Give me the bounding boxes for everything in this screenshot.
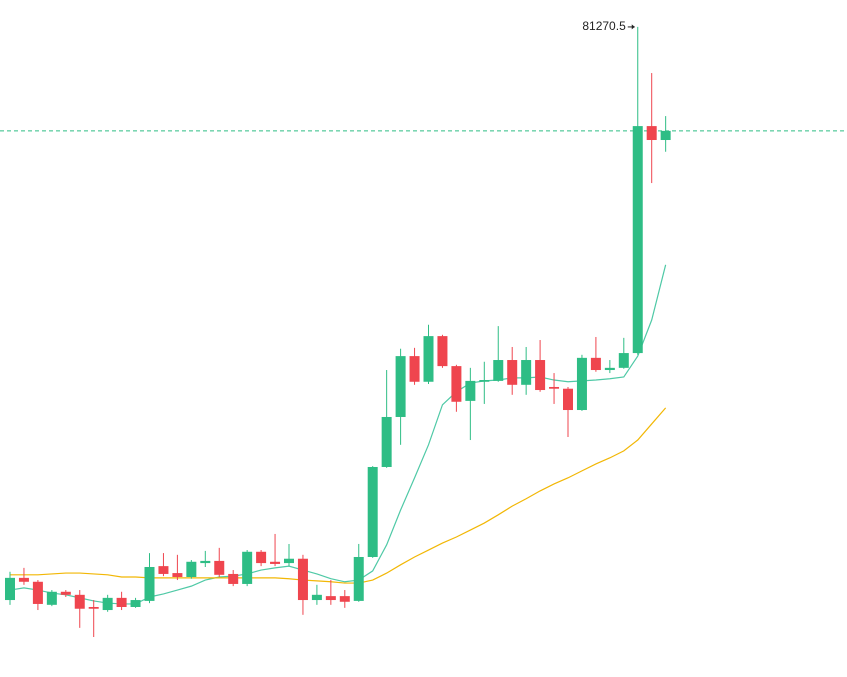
candle-body bbox=[158, 566, 169, 574]
candle-body bbox=[660, 130, 671, 141]
candle-body bbox=[60, 591, 71, 595]
candle-body bbox=[284, 558, 294, 564]
candle-body bbox=[535, 360, 546, 391]
candle-body bbox=[521, 360, 532, 385]
candle-body bbox=[325, 596, 336, 601]
candle-body bbox=[242, 551, 253, 584]
candle-body bbox=[437, 336, 448, 367]
candle-body bbox=[409, 356, 420, 382]
candle-body bbox=[576, 357, 587, 411]
candle-body bbox=[632, 126, 643, 354]
candle-body bbox=[367, 466, 378, 557]
candle-body bbox=[116, 597, 127, 607]
candle-body bbox=[493, 360, 504, 381]
candle-body bbox=[465, 380, 476, 401]
candle-body bbox=[74, 594, 85, 609]
candle-body bbox=[144, 566, 155, 601]
candle-body bbox=[228, 573, 239, 584]
candle-body bbox=[353, 556, 364, 601]
moving-average-line bbox=[9, 264, 667, 605]
candle-body bbox=[214, 560, 225, 575]
candle-body bbox=[32, 581, 43, 604]
candle-body bbox=[604, 367, 615, 371]
candle-body bbox=[646, 126, 657, 141]
candle-body bbox=[590, 357, 601, 371]
candle-body bbox=[256, 551, 267, 564]
candle-body bbox=[200, 560, 211, 564]
candle-body bbox=[18, 577, 29, 582]
candle-body bbox=[5, 577, 15, 601]
candle-body bbox=[395, 356, 406, 417]
candle-body bbox=[102, 597, 113, 611]
candle-body bbox=[451, 366, 462, 402]
candle-body bbox=[311, 594, 322, 601]
candle-body bbox=[297, 558, 308, 601]
candle-body bbox=[618, 353, 629, 368]
candle-body bbox=[130, 600, 141, 607]
candle-body bbox=[549, 386, 560, 389]
candle-body bbox=[270, 561, 281, 564]
candle-body bbox=[339, 596, 350, 602]
high-arrow-head bbox=[631, 24, 635, 30]
candle-body bbox=[46, 591, 57, 605]
candle-body bbox=[479, 380, 490, 382]
high-label: 81270.5 bbox=[582, 19, 626, 33]
candle-body bbox=[186, 561, 197, 577]
candle-body bbox=[563, 388, 573, 411]
candle-body bbox=[172, 573, 183, 577]
moving-average-line bbox=[10, 407, 667, 584]
candle-body bbox=[381, 416, 392, 467]
candle-body bbox=[88, 606, 99, 609]
candle-body bbox=[423, 336, 434, 382]
candle-body bbox=[507, 360, 518, 385]
